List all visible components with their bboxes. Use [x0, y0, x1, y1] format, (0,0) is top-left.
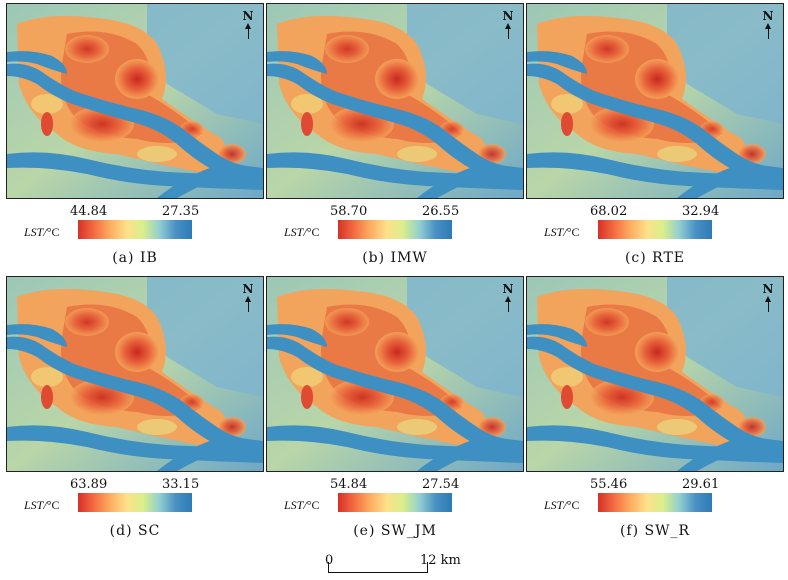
legend: 54.84 27.54 LST/°C — [266, 478, 524, 514]
legend: 63.89 33.15 LST/°C — [6, 478, 264, 514]
legend-title: LST/°C — [24, 225, 60, 239]
north-arrow-icon: N — [241, 283, 255, 312]
legend-low-value: 29.61 — [682, 477, 720, 492]
legend-high-value: 54.84 — [330, 477, 368, 492]
north-arrow-icon: N — [501, 10, 515, 39]
panel-caption: (b) IMW — [362, 250, 428, 266]
legend: 58.70 26.55 LST/°C — [266, 205, 524, 241]
lst-map: N — [526, 276, 784, 472]
color-ramp — [338, 493, 452, 512]
panel-ib: N 44.84 27.35 LST/°C (a) IB — [6, 3, 264, 266]
legend-low-value: 32.94 — [682, 204, 720, 219]
legend: 44.84 27.35 LST/°C — [6, 205, 264, 241]
scale-bar-end: 12 km — [420, 553, 461, 568]
panel-caption: (e) SW_JM — [353, 523, 437, 539]
lst-map: N — [266, 3, 524, 199]
north-arrow-icon: N — [501, 283, 515, 312]
lst-map: N — [6, 3, 264, 199]
legend-high-value: 44.84 — [70, 204, 108, 219]
color-ramp — [78, 493, 192, 512]
panel-sc: N 63.89 33.15 LST/°C (d) SC — [6, 276, 264, 539]
legend: 68.02 32.94 LST/°C — [526, 205, 784, 241]
scale-bar-start: 0 — [325, 553, 334, 568]
panel-caption: (c) RTE — [624, 250, 686, 266]
color-ramp — [78, 220, 192, 239]
legend-title: LST/°C — [284, 225, 320, 239]
legend-title: LST/°C — [24, 498, 60, 512]
scale-bar — [328, 562, 428, 574]
panel-rte: N 68.02 32.94 LST/°C (c) RTE — [526, 3, 784, 266]
legend-high-value: 68.02 — [590, 204, 628, 219]
north-arrow-icon: N — [761, 283, 775, 312]
legend-low-value: 27.35 — [162, 204, 200, 219]
legend-low-value: 33.15 — [162, 477, 200, 492]
lst-map: N — [266, 276, 524, 472]
legend-high-value: 55.46 — [590, 477, 628, 492]
legend-high-value: 58.70 — [330, 204, 368, 219]
panel-sw-jm: N 54.84 27.54 LST/°C (e) SW_JM — [266, 276, 524, 539]
panel-imw: N 58.70 26.55 LST/°C (b) IMW — [266, 3, 524, 266]
north-arrow-icon: N — [761, 10, 775, 39]
legend-title: LST/°C — [544, 498, 580, 512]
legend-high-value: 63.89 — [70, 477, 108, 492]
legend-title: LST/°C — [544, 225, 580, 239]
panel-caption: (a) IB — [112, 250, 158, 266]
panel-sw-r: N 55.46 29.61 LST/°C (f) SW_R — [526, 276, 784, 539]
legend-low-value: 26.55 — [422, 204, 460, 219]
lst-map: N — [526, 3, 784, 199]
lst-map: N — [6, 276, 264, 472]
legend-title: LST/°C — [284, 498, 320, 512]
color-ramp — [338, 220, 452, 239]
north-arrow-icon: N — [241, 10, 255, 39]
color-ramp — [598, 220, 712, 239]
panel-caption: (d) SC — [109, 523, 161, 539]
panel-caption: (f) SW_R — [619, 523, 691, 539]
legend-low-value: 27.54 — [422, 477, 460, 492]
legend: 55.46 29.61 LST/°C — [526, 478, 784, 514]
color-ramp — [598, 493, 712, 512]
